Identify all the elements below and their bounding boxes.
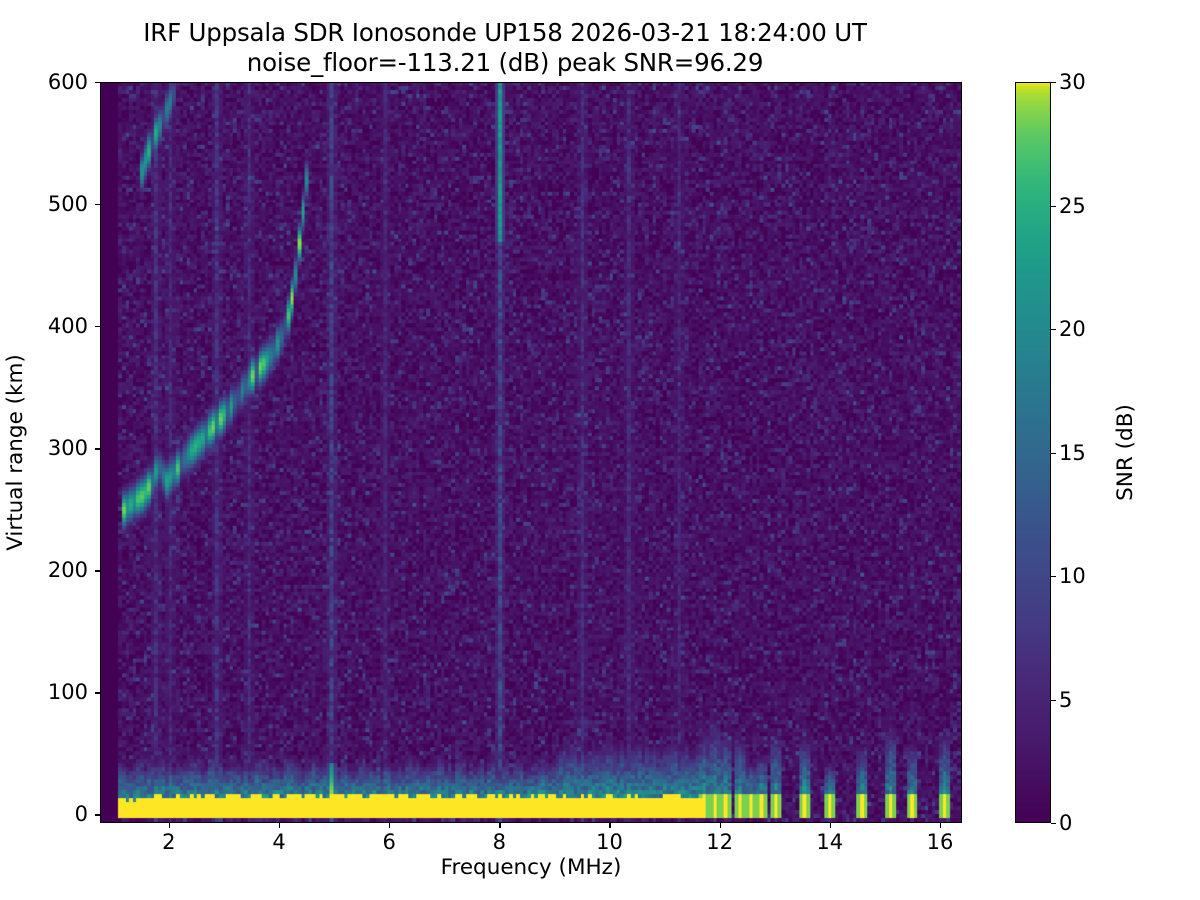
y-tick-label: 0 <box>74 802 88 827</box>
x-tick <box>279 823 281 828</box>
x-tick <box>719 823 721 828</box>
x-tick-label: 16 <box>926 830 954 854</box>
colorbar-tick <box>1051 82 1056 84</box>
colorbar-tick-label: 25 <box>1059 193 1086 218</box>
y-tick-label: 300 <box>47 436 88 461</box>
x-tick-label: 2 <box>162 830 176 854</box>
y-tick-label: 500 <box>47 192 88 217</box>
x-tick-label: 10 <box>596 830 623 854</box>
colorbar-tick <box>1051 699 1056 701</box>
colorbar-tick <box>1051 576 1056 578</box>
y-tick <box>95 326 100 328</box>
x-tick <box>389 823 391 828</box>
y-tick-label: 600 <box>47 70 88 94</box>
colorbar-tick <box>1051 452 1056 454</box>
y-tick <box>95 448 100 450</box>
title-line-2: noise_floor=-113.21 (dB) peak SNR=96.29 <box>246 48 764 77</box>
y-tick <box>95 82 100 84</box>
title-line-1: IRF Uppsala SDR Ionosonde UP158 2026-03-… <box>143 18 867 47</box>
colorbar-label: SNR (dB) <box>1112 404 1138 501</box>
y-tick <box>95 570 100 572</box>
x-axis-label: Frequency (MHz) <box>440 855 622 880</box>
figure-title: IRF Uppsala SDR Ionosonde UP158 2026-03-… <box>0 18 1010 78</box>
y-tick-label: 100 <box>47 680 88 705</box>
snr-colorbar <box>1015 82 1051 823</box>
y-tick <box>95 204 100 206</box>
x-tick <box>829 823 832 828</box>
y-tick-label: 400 <box>47 314 88 339</box>
x-tick-label: 8 <box>492 830 507 854</box>
colorbar-tick-label: 0 <box>1059 811 1073 835</box>
x-tick-label: 12 <box>706 830 734 854</box>
y-tick-label: 200 <box>47 558 88 583</box>
x-tick <box>609 823 611 828</box>
colorbar-tick-label: 15 <box>1059 440 1086 465</box>
x-tick-label: 6 <box>382 830 396 854</box>
colorbar-tick-label: 30 <box>1059 70 1086 94</box>
x-tick <box>939 823 942 828</box>
x-tick <box>499 823 501 828</box>
colorbar-tick <box>1051 823 1056 825</box>
colorbar-tick-label: 20 <box>1059 317 1086 341</box>
colorbar-tick-label: 5 <box>1059 687 1073 712</box>
ionogram-heatmap <box>101 83 961 822</box>
y-tick <box>95 814 100 816</box>
y-axis-label: Virtual range (km) <box>2 354 28 551</box>
colorbar-tick <box>1051 329 1056 331</box>
colorbar-tick-label: 10 <box>1059 564 1086 588</box>
x-tick-label: 4 <box>272 830 286 854</box>
ionogram-plot-area[interactable] <box>100 82 962 823</box>
x-tick <box>168 823 171 828</box>
colorbar-tick <box>1051 205 1056 207</box>
x-tick-label: 14 <box>816 830 844 854</box>
y-tick <box>95 692 100 694</box>
